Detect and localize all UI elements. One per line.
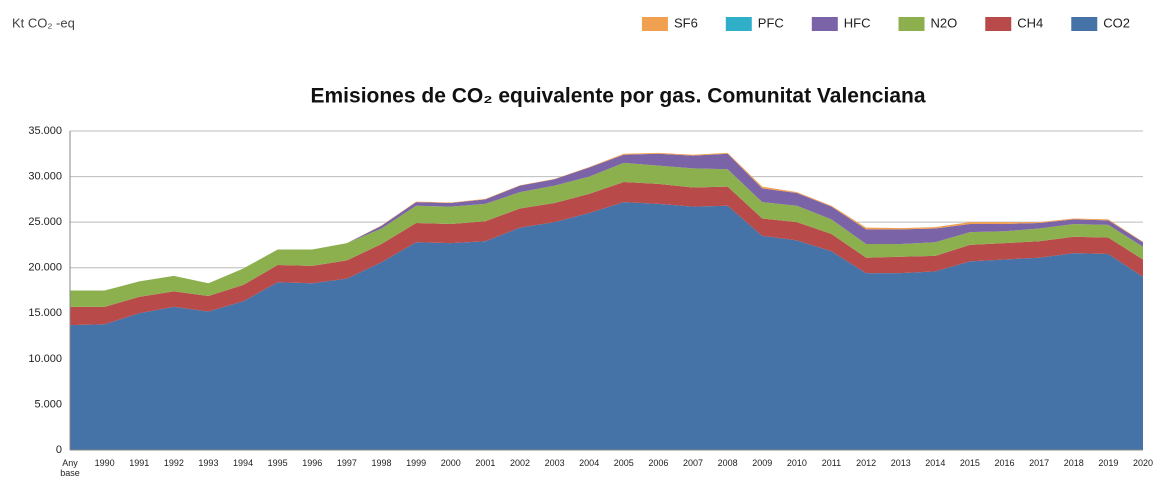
x-tick-label: 1993 xyxy=(198,458,219,468)
x-tick-label: 2017 xyxy=(1029,458,1050,468)
x-tick-label-box: 2018 xyxy=(1063,458,1084,468)
legend-label: HFC xyxy=(844,15,871,30)
y-tick-label: 35.000 xyxy=(28,125,62,137)
x-tick-label: 1998 xyxy=(371,458,392,468)
y-tick-label: 30.000 xyxy=(28,170,62,182)
x-tick-label: 2009 xyxy=(752,458,773,468)
x-tick-label: Any base xyxy=(60,458,80,478)
x-tick-label-box: 2012 xyxy=(856,458,877,468)
x-tick-label-box: 2006 xyxy=(648,458,669,468)
x-tick-label-box: 2009 xyxy=(752,458,773,468)
x-tick-label-box: 2003 xyxy=(544,458,565,468)
x-tick-label: 1994 xyxy=(233,458,254,468)
legend-label: CH4 xyxy=(1017,15,1043,30)
x-tick-label: 1990 xyxy=(94,458,115,468)
x-tick-label-box: 2000 xyxy=(440,458,461,468)
x-tick-label: 2018 xyxy=(1063,458,1084,468)
x-tick-label-box: Any base xyxy=(60,458,80,478)
x-tick-label: 2019 xyxy=(1098,458,1119,468)
x-tick-label: 2001 xyxy=(475,458,496,468)
x-tick-label: 1992 xyxy=(163,458,184,468)
legend-label: SF6 xyxy=(674,15,698,30)
legend-label: PFC xyxy=(758,15,784,30)
x-tick-label: 1996 xyxy=(302,458,323,468)
unit-label: Kt CO₂ -eq xyxy=(12,15,75,30)
x-tick-label: 1995 xyxy=(267,458,288,468)
x-tick-label: 2003 xyxy=(544,458,565,468)
x-tick-label-box: 2002 xyxy=(509,458,530,468)
y-tick-label: 5.000 xyxy=(34,398,62,410)
x-tick-label: 2006 xyxy=(648,458,669,468)
x-tick-label: 1999 xyxy=(406,458,427,468)
x-tick-label: 2020 xyxy=(1132,458,1154,468)
x-tick-label-box: 2019 xyxy=(1098,458,1119,468)
y-tick-label: 10.000 xyxy=(28,353,62,365)
y-tick-label: 0 xyxy=(56,444,62,456)
legend-swatch xyxy=(1071,17,1098,31)
x-tick-label-box: 1997 xyxy=(336,458,357,468)
x-tick-label-box: 2013 xyxy=(890,458,911,468)
legend-swatch xyxy=(985,17,1012,31)
x-tick-label-box: 1992 xyxy=(163,458,184,468)
x-tick-label: 2000 xyxy=(440,458,461,468)
x-tick-label: 2012 xyxy=(856,458,877,468)
x-tick-label-box: 1994 xyxy=(233,458,254,468)
y-tick-label: 25.000 xyxy=(28,216,62,228)
x-tick-label: 1991 xyxy=(129,458,150,468)
x-tick-label: 2005 xyxy=(613,458,634,468)
legend-label: N2O xyxy=(931,15,958,30)
x-tick-label-box: 1990 xyxy=(94,458,115,468)
x-tick-label: 1997 xyxy=(336,458,357,468)
x-tick-label-box: 2004 xyxy=(579,458,600,468)
legend-label: CO2 xyxy=(1103,15,1130,30)
y-tick-label: 20.000 xyxy=(28,262,62,274)
x-tick-label: 2004 xyxy=(579,458,600,468)
x-tick-label: 2002 xyxy=(509,458,530,468)
x-tick-label-box: 1991 xyxy=(129,458,150,468)
x-tick-label-box: 1993 xyxy=(198,458,219,468)
x-tick-label-box: 2001 xyxy=(475,458,496,468)
x-tick-label: 2011 xyxy=(821,458,842,468)
y-tick-label: 15.000 xyxy=(28,307,62,319)
x-tick-label-box: 2010 xyxy=(786,458,807,468)
x-tick-label: 2013 xyxy=(890,458,911,468)
area xyxy=(70,202,1143,450)
x-tick-label-box: 2007 xyxy=(683,458,704,468)
x-tick-label-box: 2011 xyxy=(821,458,842,468)
x-tick-label-box: 1995 xyxy=(267,458,288,468)
legend-swatch xyxy=(898,17,925,31)
x-tick-label: 2016 xyxy=(994,458,1015,468)
x-tick-label-box: 2005 xyxy=(613,458,634,468)
x-tick-label: 2007 xyxy=(683,458,704,468)
x-tick-label-box: 2016 xyxy=(994,458,1015,468)
x-tick-label-box: 1998 xyxy=(371,458,392,468)
x-tick-label-box: 2008 xyxy=(717,458,738,468)
x-tick-label: 2015 xyxy=(959,458,980,468)
x-tick-label: 2008 xyxy=(717,458,738,468)
x-tick-label-box: 2015 xyxy=(959,458,980,468)
x-tick-label: 2014 xyxy=(925,458,946,468)
x-tick-label-box: 1996 xyxy=(302,458,323,468)
x-tick-label-box: 2020 xyxy=(1132,458,1154,468)
legend-swatch xyxy=(641,17,668,31)
x-tick-label-box: 2017 xyxy=(1029,458,1050,468)
chart-title: Emisiones de CO₂ equivalente por gas. Co… xyxy=(311,85,926,108)
x-tick-label: 2010 xyxy=(786,458,807,468)
legend-swatch xyxy=(811,17,838,31)
legend-swatch xyxy=(725,17,752,31)
x-tick-label-box: 1999 xyxy=(406,458,427,468)
x-tick-label-box: 2014 xyxy=(925,458,946,468)
